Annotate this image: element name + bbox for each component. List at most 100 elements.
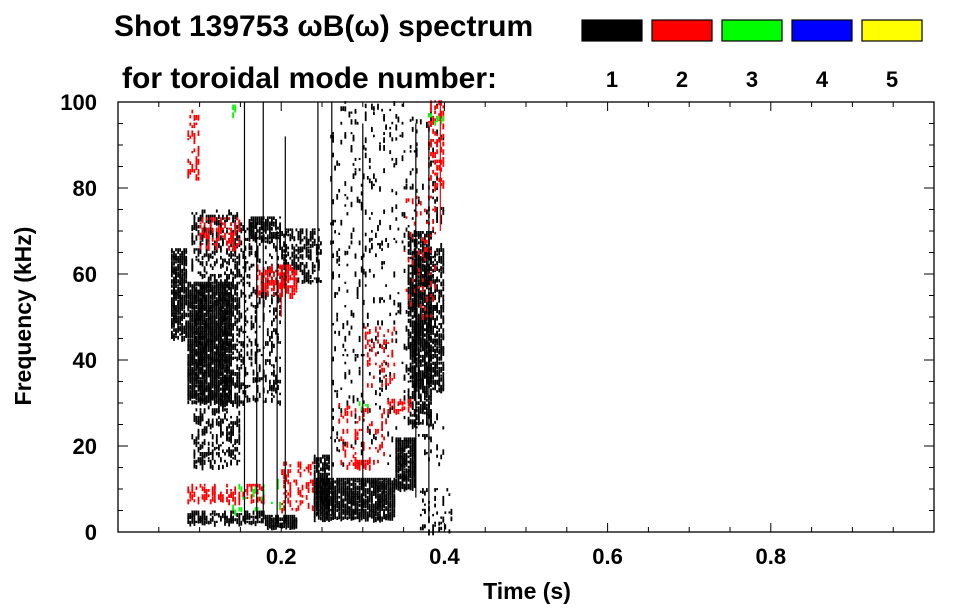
spectrum-cell — [383, 261, 385, 265]
spectrum-cell — [271, 343, 273, 349]
spectrum-cell — [236, 348, 239, 353]
spectrum-cell — [301, 228, 304, 235]
spectrum-cell — [419, 320, 422, 325]
spectrum-cell — [264, 377, 267, 383]
spectrum-cell — [242, 253, 245, 259]
spectrum-cell — [264, 219, 267, 225]
spectrum-cell — [213, 366, 216, 373]
spectrum-cell — [195, 395, 198, 398]
spectrum-cell — [195, 408, 198, 412]
spectrum-cell — [391, 188, 394, 193]
spectrum-cell — [193, 454, 196, 459]
spectrum-cell — [352, 483, 355, 488]
spectrum-cell — [177, 289, 179, 296]
spectrum-cell — [183, 335, 186, 342]
spectrum-cell — [283, 522, 285, 526]
spectrum-cell — [373, 503, 375, 508]
spectrum-cell — [342, 490, 345, 496]
spectrum-cell — [215, 400, 218, 403]
spectrum-cell — [191, 510, 194, 517]
spectrum-cell — [364, 137, 367, 144]
spectrum-cell — [440, 292, 443, 298]
spectrum-cell — [403, 437, 406, 442]
spectrum-cell — [254, 377, 257, 383]
spectrum-cell — [240, 366, 243, 370]
spectrum-cell — [424, 401, 426, 405]
spectrum-cell — [334, 480, 336, 484]
spectrum-cell — [311, 228, 314, 235]
spectrum-cell — [236, 374, 239, 378]
spectrum-cell — [211, 243, 214, 246]
spectrum-cell — [258, 377, 261, 382]
spectrum-cell — [344, 348, 347, 352]
spectrum-cell — [193, 325, 196, 330]
spectrum-cell — [332, 498, 334, 502]
spectrum-cell — [326, 454, 328, 459]
spectrum-cell — [236, 292, 239, 297]
spectrum-cell — [244, 310, 247, 313]
spectrum-cell — [426, 250, 428, 256]
spectrum-cell — [269, 379, 271, 385]
spectrum-cell — [191, 232, 194, 239]
spectrum-cell — [409, 473, 412, 479]
spectrum-cell — [403, 232, 406, 238]
legend-label-mode-3: 3 — [746, 67, 758, 92]
spectrum-cell — [220, 248, 222, 253]
spectrum-cell — [275, 379, 277, 385]
spectrum-cell — [256, 397, 259, 402]
spectrum-cell — [426, 284, 428, 290]
spectrum-cell — [271, 330, 273, 334]
spectrum-cell — [419, 281, 422, 286]
spectrum-cell — [203, 330, 206, 336]
spectrum-cell — [330, 436, 332, 440]
spectrum-cell — [419, 406, 422, 410]
spectrum-cell — [434, 333, 436, 338]
spectrum-cell — [330, 134, 332, 139]
spectrum-cell — [244, 330, 247, 333]
spectrum-cell — [171, 325, 173, 329]
spectrum-cell — [409, 264, 412, 268]
spectrum-cell — [228, 348, 230, 353]
spectrum-cell — [220, 356, 222, 362]
spectrum-cell — [193, 317, 196, 321]
spectrum-cell — [187, 289, 190, 293]
spectrum-cell — [424, 289, 426, 296]
spectrum-cell — [195, 421, 198, 425]
spectrum-cell — [313, 480, 316, 485]
spectrum-cell — [205, 307, 208, 311]
spectrum-cell — [266, 237, 269, 244]
spectrum-cell — [313, 513, 316, 518]
spectrum-cell — [183, 310, 186, 317]
spectrum-cell — [213, 307, 216, 313]
spectrum-cell — [393, 511, 396, 514]
spectrum-cell — [368, 248, 371, 254]
spectrum-cell — [287, 517, 290, 521]
spectrum-cell — [436, 284, 438, 287]
spectrum-cell — [234, 439, 237, 445]
spectrum-cell — [291, 517, 294, 524]
spectrum-cell — [289, 256, 292, 260]
spectrum-cell — [218, 348, 220, 355]
spectrum-cell — [258, 258, 261, 264]
spectrum-cell — [440, 356, 443, 361]
spectrum-cell — [320, 483, 322, 490]
spectrum-cell — [260, 224, 263, 228]
spectrum-cell — [201, 325, 204, 329]
spectrum-cell — [273, 216, 275, 220]
spectrum-cell — [238, 400, 241, 407]
spectrum-cell — [422, 241, 424, 245]
spectrum-cell — [344, 516, 347, 520]
spectrum-cell — [395, 473, 398, 477]
spectrum-cell — [344, 513, 347, 517]
spectrum-cell — [373, 183, 375, 187]
spectrum-cell — [213, 276, 216, 282]
spectrum-cell — [405, 478, 408, 484]
spectrum-cell — [415, 254, 418, 260]
spectrum-cell — [279, 216, 281, 219]
spectrum-cell — [271, 294, 273, 297]
spectrum-cell — [358, 498, 361, 502]
spectrum-cell — [222, 513, 224, 519]
spectrum-cell — [436, 364, 438, 367]
spectrum-cell — [358, 366, 361, 370]
spectrum-cell — [195, 364, 198, 369]
